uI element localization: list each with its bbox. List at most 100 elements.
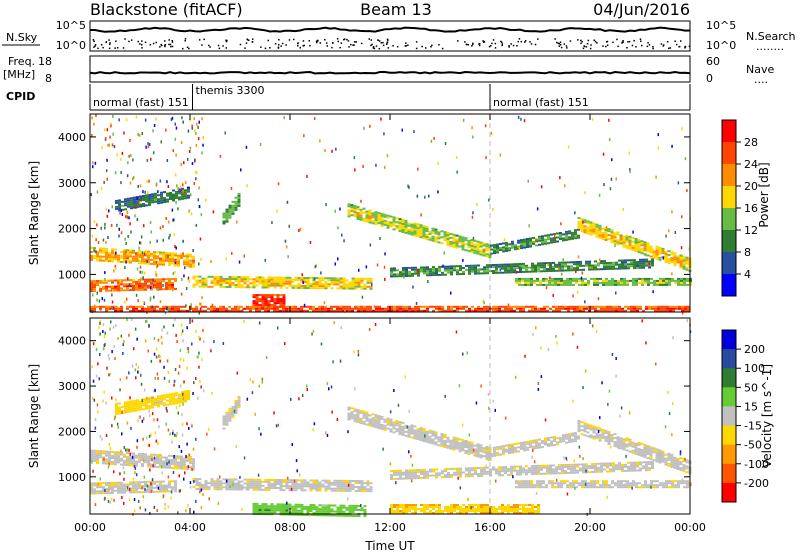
range-cell xyxy=(276,487,280,489)
range-cell xyxy=(625,236,629,239)
range-cell xyxy=(96,454,99,456)
range-cell xyxy=(614,283,617,286)
range-cell xyxy=(353,211,357,214)
range-cell xyxy=(354,279,358,282)
scatter-cell xyxy=(168,220,170,224)
scatter-cell xyxy=(107,307,110,311)
range-cell xyxy=(279,481,283,483)
range-cell xyxy=(324,504,328,507)
range-cell xyxy=(187,394,190,396)
range-cell xyxy=(375,305,378,308)
scatter-cell xyxy=(147,145,150,149)
range-cell xyxy=(419,234,423,237)
range-cell xyxy=(130,408,133,411)
range-cell xyxy=(255,280,259,283)
range-cell xyxy=(679,461,683,464)
range-cell xyxy=(324,285,328,288)
range-cell xyxy=(514,244,517,247)
range-cell xyxy=(165,484,168,487)
range-cell xyxy=(186,255,189,258)
range-cell xyxy=(117,489,120,492)
range-cell xyxy=(438,307,441,310)
range-cell xyxy=(237,484,241,487)
cpid-segment-label: normal (fast) 151 xyxy=(93,96,189,109)
range-cell xyxy=(610,235,614,238)
scatter-cell xyxy=(456,170,458,174)
range-cell xyxy=(270,296,274,299)
range-cell xyxy=(426,309,429,312)
range-cell xyxy=(139,199,142,202)
range-cell xyxy=(288,503,292,506)
range-cell xyxy=(592,427,596,430)
range-cell xyxy=(553,437,556,440)
range-cell xyxy=(683,279,686,282)
range-cell xyxy=(279,278,283,281)
range-cell xyxy=(664,251,668,253)
range-cell xyxy=(357,307,360,310)
freq-panel: Freq. [MHz] 18 8 60 0 Nave .... xyxy=(3,55,774,86)
range-cell xyxy=(462,273,465,275)
range-cell xyxy=(297,282,301,285)
range-cell xyxy=(396,273,399,276)
range-cell xyxy=(93,459,96,462)
velocity-heatmap xyxy=(90,318,692,518)
range-cell xyxy=(577,420,581,423)
range-cell xyxy=(658,258,662,261)
range-cell xyxy=(348,487,352,490)
range-cell xyxy=(447,269,450,272)
range-cell xyxy=(615,267,618,270)
range-cell xyxy=(276,294,280,297)
scatter-cell xyxy=(353,156,356,160)
range-cell xyxy=(440,445,444,448)
nsearch-point xyxy=(520,40,523,43)
range-cell xyxy=(492,309,495,312)
scatter-cell xyxy=(362,165,364,168)
range-cell xyxy=(395,217,399,220)
range-cell xyxy=(651,305,654,308)
range-cell xyxy=(431,442,435,445)
range-cell xyxy=(228,204,232,207)
range-cell xyxy=(380,218,384,221)
range-cell xyxy=(198,482,202,484)
colorbar-segment xyxy=(722,252,736,275)
range-cell xyxy=(108,260,111,263)
range-cell xyxy=(564,307,567,310)
range-cell xyxy=(105,482,108,485)
range-cell xyxy=(407,230,411,233)
nsearch-point xyxy=(93,40,95,42)
range-cell xyxy=(578,279,581,282)
range-cell xyxy=(413,224,417,227)
range-cell xyxy=(507,309,510,312)
range-cell xyxy=(369,287,373,290)
range-cell xyxy=(321,512,325,515)
range-cell xyxy=(619,437,623,440)
range-cell xyxy=(666,305,669,308)
range-cell xyxy=(363,486,367,489)
range-cell xyxy=(389,215,393,218)
range-cell xyxy=(124,401,127,404)
range-cell xyxy=(166,395,169,398)
range-cell xyxy=(273,282,277,285)
range-cell xyxy=(577,426,581,429)
range-cell xyxy=(517,442,520,445)
scatter-cell xyxy=(287,255,289,259)
range-cell xyxy=(423,266,426,269)
scatter-cell xyxy=(567,145,570,149)
nsearch-bottom-tick: 10^0 xyxy=(706,39,736,52)
scatter-cell xyxy=(104,136,107,140)
range-cell xyxy=(662,277,665,280)
scatter-cell xyxy=(152,151,155,155)
range-cell xyxy=(156,309,159,312)
range-cell xyxy=(398,421,402,424)
range-cell xyxy=(150,252,153,255)
range-cell xyxy=(135,462,138,465)
range-cell xyxy=(505,243,508,246)
range-cell xyxy=(126,287,129,290)
range-cell xyxy=(572,279,575,282)
scatter-cell xyxy=(671,144,673,148)
range-cell xyxy=(347,215,351,218)
range-cell xyxy=(597,309,600,312)
range-cell xyxy=(96,460,99,462)
nsearch-trace xyxy=(92,38,691,50)
range-cell xyxy=(464,249,468,252)
